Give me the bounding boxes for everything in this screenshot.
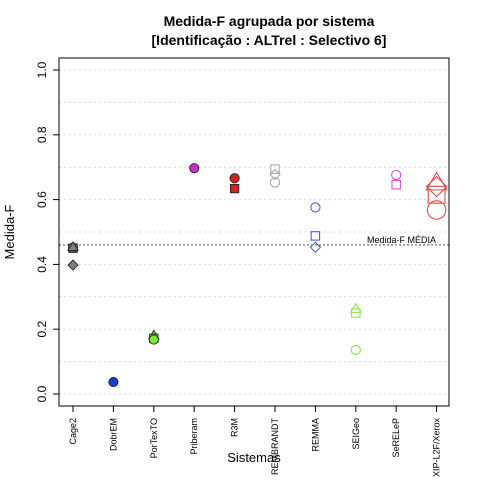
y-tick-label: 1.0 xyxy=(35,61,49,78)
y-axis: 0.0 0.2 0.4 0.6 0.8 1.0 xyxy=(35,61,59,402)
point-square xyxy=(270,164,280,174)
chart-title: Medida-F agrupada por sistema xyxy=(164,13,375,29)
point-circle xyxy=(310,202,321,213)
point-circle xyxy=(189,163,200,174)
point-square xyxy=(229,183,240,194)
point-square xyxy=(391,179,401,190)
x-tick-label: SeRELeP xyxy=(391,418,401,458)
point-circle xyxy=(350,344,361,356)
chart-subtitle: [Identificação : ALTrel : Selectivo 6] xyxy=(152,32,387,48)
point-diamond xyxy=(67,259,79,271)
x-tick-label: SEIGeo xyxy=(351,418,361,450)
x-tick-label: REMBRANDT xyxy=(270,418,280,476)
x-tick-label: Priberam xyxy=(189,418,199,455)
point-circle xyxy=(108,376,119,388)
point-square xyxy=(351,308,361,318)
y-tick-label: 0.4 xyxy=(35,256,49,273)
point-circle xyxy=(148,334,159,345)
point-triangle xyxy=(67,240,79,251)
x-axis: Cage2 DobrEM PorTexTO Priberam R3M REMBRANDT R… xyxy=(68,406,442,477)
y-tick-label: 0.8 xyxy=(35,126,49,143)
point-diamond xyxy=(309,241,322,254)
point-circle xyxy=(391,169,402,181)
point-circle xyxy=(269,177,281,188)
y-tick-label: 0.0 xyxy=(35,385,49,402)
point-diamond xyxy=(425,175,448,198)
x-tick-label: R3M xyxy=(230,418,240,437)
mean-line-group: Medida-F MÉDIA xyxy=(59,235,449,246)
x-axis-title: Sistemas xyxy=(227,450,281,465)
point-square xyxy=(427,185,446,204)
grid xyxy=(59,69,449,395)
plot-box xyxy=(58,57,450,407)
x-tick-label: Cage2 xyxy=(68,418,78,445)
point-circle xyxy=(426,200,447,220)
point-circle xyxy=(229,173,240,184)
y-axis-title: Medida-F xyxy=(2,204,17,259)
data-points xyxy=(67,163,448,388)
point-diamond xyxy=(269,168,281,181)
x-tick-label: DobrEM xyxy=(108,418,118,451)
y-tick-label: 0.6 xyxy=(35,191,49,208)
mean-line-label: Medida-F MÉDIA xyxy=(367,235,436,245)
x-tick-label: XIP-L2F/Xerox xyxy=(432,418,442,478)
point-square xyxy=(310,231,321,241)
x-tick-label: REMMA xyxy=(310,418,320,452)
point-triangle xyxy=(425,171,448,191)
y-tick-label: 0.2 xyxy=(35,321,49,338)
x-tick-label: PorTexTO xyxy=(149,418,159,458)
point-triangle xyxy=(349,302,362,313)
